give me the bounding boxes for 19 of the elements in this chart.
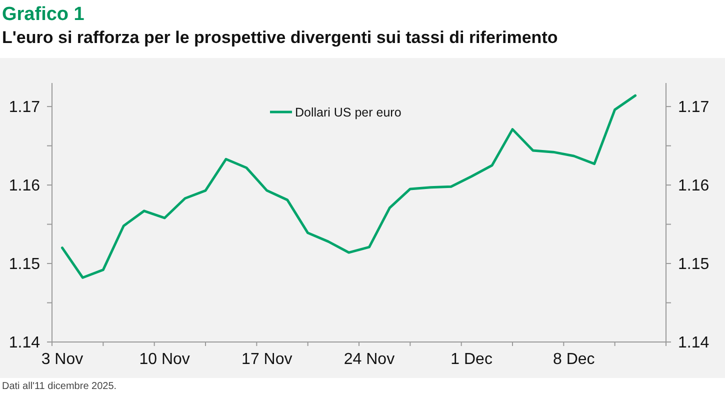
x-tick-label: 1 Dec: [450, 351, 492, 368]
y-tick-label: 1.14: [8, 334, 40, 352]
chart-subtitle: L'euro si rafforza per le prospettive divergenti sui tassi di riferimento: [2, 28, 558, 47]
y2-tick-label: 1.14: [678, 334, 710, 352]
x-tick-label: 24 Nov: [344, 351, 395, 368]
y-tick-label: 1.16: [8, 178, 40, 195]
y-tick-label: 1.15: [8, 256, 40, 274]
x-tick-label: 8 Dec: [553, 351, 595, 368]
y2-tick-label: 1.15: [678, 256, 710, 274]
x-tick-label: 10 Nov: [139, 351, 190, 368]
y2-tick-label: 1.17: [678, 99, 710, 116]
chart-title: Grafico 1: [2, 4, 85, 25]
y2-tick-label: 1.16: [678, 178, 710, 195]
line-series: [60, 94, 637, 279]
x-tick-label: 17 Nov: [242, 351, 292, 368]
y-tick-label: 1.17: [8, 99, 40, 116]
legend-label: Dollari US per euro: [295, 105, 402, 120]
text: Dati all'11 dicembre 2025.: [2, 381, 117, 392]
x-tick-label: 3 Nov: [41, 351, 84, 368]
